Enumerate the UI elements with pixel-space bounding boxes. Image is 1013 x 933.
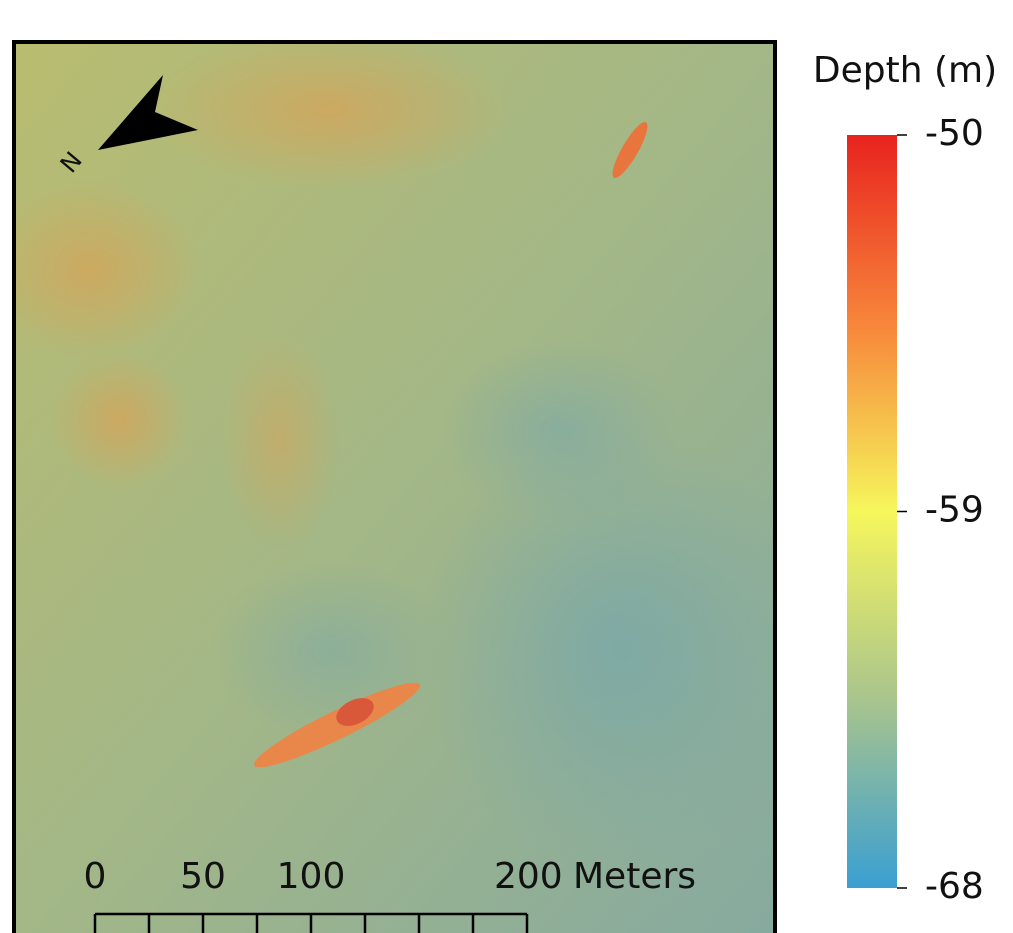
bathymetry-map [0, 30, 820, 933]
colorbar-tick-label: -50 [925, 113, 984, 154]
legend-title: Depth (m) [813, 50, 997, 91]
colorbar-tick-label: -68 [925, 866, 984, 907]
scale-label: 50 [180, 856, 226, 897]
scale-label: 100 [277, 856, 346, 897]
scale-label: 0 [84, 856, 107, 897]
page: N Depth (m) -50-59-68 050100200Meters [0, 0, 1013, 933]
colorbar [847, 135, 897, 888]
scale-unit: Meters [573, 856, 696, 897]
scale-label: 200 [494, 856, 563, 897]
colorbar-tick-label: -59 [925, 490, 984, 531]
